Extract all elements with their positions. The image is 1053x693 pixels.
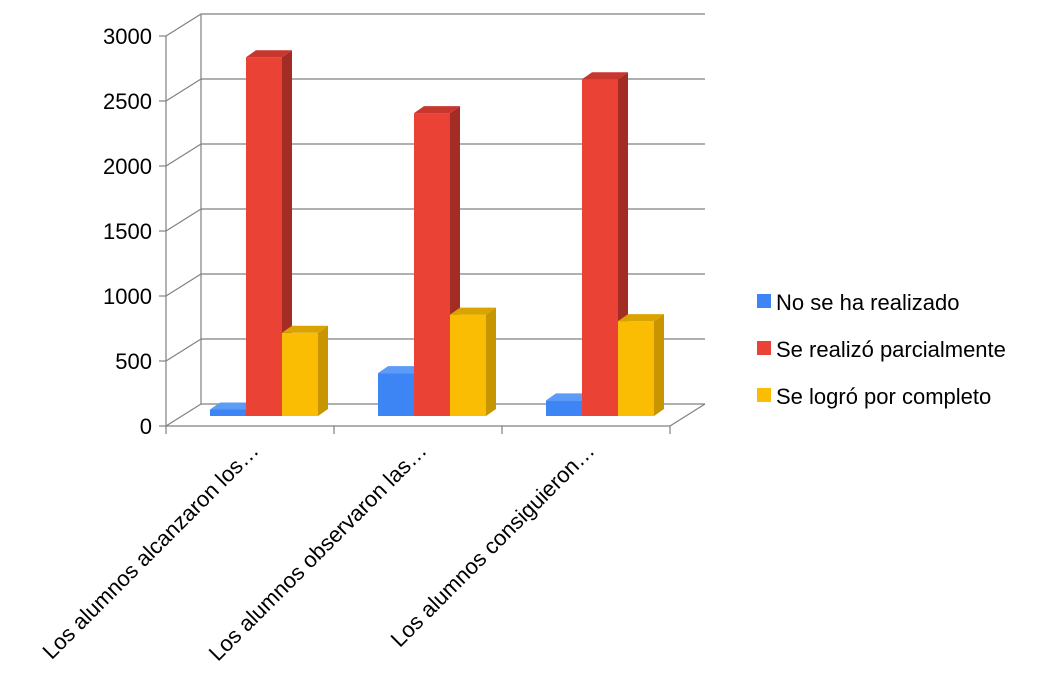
legend-label: Se logró por completo [776, 384, 991, 409]
bar-front [210, 409, 246, 416]
bar-top [582, 72, 628, 80]
bar [282, 325, 328, 416]
bar-front [414, 113, 450, 416]
y-tick-label: 3000 [103, 24, 152, 49]
y-tick-label: 2000 [103, 154, 152, 179]
gridline-side [165, 13, 202, 37]
bar-top [414, 106, 460, 114]
bars [210, 50, 664, 417]
legend-label: Se realizó parcialmente [776, 337, 1006, 362]
bar-front [618, 321, 654, 416]
bar-front [582, 79, 618, 417]
legend-item: Se logró por completo [757, 384, 991, 409]
y-tick-label: 0 [140, 414, 152, 439]
bar [618, 314, 664, 416]
legend-swatch [757, 294, 771, 308]
gridline-side [165, 143, 202, 167]
legend: No se ha realizado Se realizó parcialment… [757, 290, 1006, 409]
gridline-side [165, 338, 202, 362]
bar-side [486, 307, 496, 416]
gridline-side [165, 208, 202, 232]
y-axis-ticks: 0 500 1000 1500 2000 2500 3000 [103, 24, 166, 439]
y-tick-label: 1500 [103, 219, 152, 244]
floor-right-edge [669, 403, 706, 427]
bar-side [654, 314, 664, 416]
y-tick-label: 1000 [103, 284, 152, 309]
gridline-side [165, 273, 202, 297]
y-tick-label: 500 [115, 349, 152, 374]
x-category-label: Los alumnos consiguieron… [386, 438, 600, 652]
bar-side [282, 50, 292, 416]
legend-swatch [757, 388, 771, 402]
legend-item: No se ha realizado [757, 290, 959, 315]
y-tick-label: 2500 [103, 89, 152, 114]
bar-front [450, 314, 486, 416]
bar-top [546, 393, 592, 401]
legend-swatch [757, 341, 771, 355]
bar-top [282, 325, 328, 333]
bar-front [282, 332, 318, 416]
x-axis-labels: Los alumnos alcanzaron los…Los alumnos o… [37, 438, 599, 666]
bar-top [210, 402, 256, 410]
bar-top [246, 50, 292, 58]
bar-top [618, 314, 664, 322]
gridline-side [165, 403, 202, 427]
gridline-side [165, 78, 202, 102]
bar-front [378, 373, 414, 416]
bar-top [450, 307, 496, 315]
bar-side [318, 325, 328, 416]
bar-front [546, 400, 582, 416]
bar-front [246, 57, 282, 416]
bar [246, 50, 292, 416]
legend-item: Se realizó parcialmente [757, 337, 1006, 362]
bar-top [378, 366, 424, 374]
bar [450, 307, 496, 416]
legend-label: No se ha realizado [776, 290, 959, 315]
